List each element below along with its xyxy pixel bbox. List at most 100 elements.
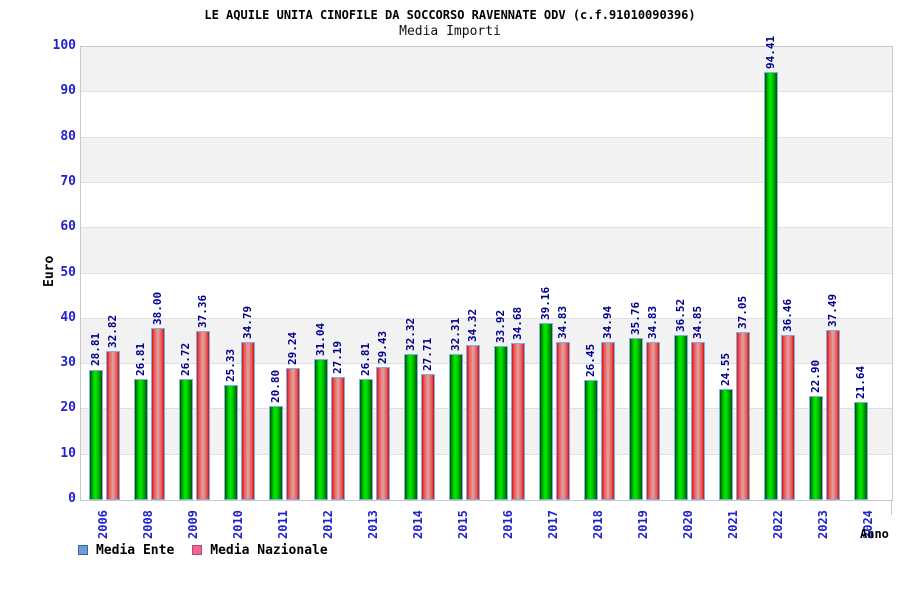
legend-label-media-nazionale: Media Nazionale — [210, 542, 328, 558]
bar-media-nazionale-2016 — [511, 342, 526, 500]
bar-value-label: 36.52 — [674, 298, 688, 332]
x-tick-label: 2011 — [275, 510, 290, 539]
legend-swatch-media-ente — [78, 545, 88, 555]
bar-media-nazionale-2006 — [105, 351, 120, 500]
y-tick-label: 40 — [60, 309, 76, 325]
bar-media-ente-2021 — [719, 388, 734, 500]
y-tick-label: 60 — [60, 219, 76, 235]
bar-value-label: 29.43 — [375, 330, 389, 364]
y-tick-label: 100 — [52, 38, 76, 53]
bar-media-nazionale-2023 — [826, 330, 841, 500]
bar-value-label: 34.32 — [465, 308, 479, 342]
bar-media-ente-2013 — [358, 378, 373, 500]
bar-media-ente-2024 — [854, 401, 869, 500]
y-tick-label: 0 — [68, 491, 76, 506]
bar-value-label: 20.80 — [268, 369, 282, 403]
x-tick-label: 2016 — [501, 510, 516, 539]
bar-media-ente-2014 — [403, 353, 418, 500]
bar-value-label: 34.83 — [556, 306, 570, 340]
bar-value-label: 34.68 — [511, 306, 525, 340]
bar-media-ente-2020 — [674, 334, 689, 500]
bar-media-nazionale-2020 — [691, 342, 706, 500]
y-tick-label: 80 — [60, 128, 76, 144]
legend-swatch-media-nazionale — [192, 545, 203, 555]
bar-media-ente-2019 — [629, 338, 644, 500]
bar-media-nazionale-2015 — [465, 344, 480, 500]
x-tick-label: 2015 — [455, 510, 470, 539]
bar-value-label: 26.81 — [133, 342, 147, 376]
bar-media-nazionale-2014 — [420, 374, 435, 500]
bar-value-label: 39.16 — [539, 286, 553, 320]
bar-value-label: 94.41 — [764, 36, 778, 70]
bar-media-nazionale-2018 — [601, 341, 616, 500]
bar-value-label: 27.71 — [420, 338, 434, 372]
bar-value-label: 35.76 — [629, 301, 643, 335]
gridline — [81, 408, 892, 410]
x-tick-label: 2021 — [726, 510, 741, 539]
plot-band — [81, 137, 892, 183]
x-tick-label: 2014 — [410, 510, 425, 539]
x-tick-label: 2010 — [230, 510, 245, 539]
plot-band — [81, 409, 892, 455]
bar-media-nazionale-2011 — [285, 367, 300, 500]
x-tick-label: 2022 — [771, 510, 786, 539]
bar-value-label: 33.92 — [494, 310, 508, 344]
bar-media-nazionale-2009 — [195, 330, 210, 500]
bar-value-label: 32.31 — [448, 317, 462, 351]
x-tick-label: 2023 — [816, 510, 831, 539]
bar-media-ente-2010 — [223, 385, 238, 500]
bar-value-label: 27.19 — [330, 340, 344, 374]
bar-media-nazionale-2013 — [375, 366, 390, 500]
bar-media-nazionale-2017 — [556, 342, 571, 500]
bar-value-label: 28.81 — [88, 333, 102, 367]
bar-value-label: 32.82 — [105, 315, 119, 349]
bar-value-label: 26.45 — [584, 344, 598, 378]
bar-media-ente-2011 — [268, 405, 283, 500]
legend-label-media-ente: Media Ente — [96, 542, 175, 558]
y-tick-label: 70 — [60, 173, 76, 189]
x-tick-label: 2018 — [591, 510, 606, 539]
x-axis: 2006 2008 2009 2010 2011 2012 2013 2014 2015 2016… — [80, 499, 891, 549]
x-tick-label: 2020 — [681, 510, 696, 539]
y-tick-label: 30 — [60, 355, 76, 371]
gridline — [81, 91, 892, 93]
y-tick-label: 10 — [60, 445, 76, 461]
y-axis: 0 10 20 30 40 50 60 70 80 90 100 — [38, 38, 76, 506]
bar-value-label: 26.72 — [178, 342, 192, 376]
gridline — [81, 227, 892, 229]
chart-title: LE AQUILE UNITA CINOFILE DA SOCCORSO RAV… — [204, 8, 696, 22]
bar-value-label: 36.46 — [781, 298, 795, 332]
x-tick-label: 2013 — [365, 510, 380, 539]
x-tick-label: 2006 — [95, 510, 110, 539]
bar-value-label: 21.64 — [854, 365, 868, 399]
plot-area: 28.81 32.82 26.81 38.00 26.72 37.36 25.33 34.79… — [80, 36, 893, 515]
y-tick-label: 20 — [60, 400, 76, 416]
bar-value-label: 25.33 — [223, 349, 237, 383]
gridline — [81, 363, 892, 365]
x-axis-right-tick — [891, 500, 892, 515]
y-tick-label: 90 — [60, 83, 76, 99]
chart-subtitle: Media Importi — [399, 24, 501, 39]
plot-band — [81, 228, 892, 274]
bar-media-ente-2006 — [88, 369, 103, 500]
gridline — [81, 453, 892, 455]
x-axis-title: Anno — [860, 527, 889, 541]
gridline — [81, 136, 892, 138]
bar-media-nazionale-2022 — [781, 334, 796, 500]
bar-value-label: 26.81 — [358, 342, 372, 376]
y-tick-label: 50 — [60, 264, 76, 280]
bar-media-nazionale-2010 — [240, 342, 255, 500]
bar-value-label: 32.32 — [403, 317, 417, 351]
bar-media-ente-2009 — [178, 378, 193, 500]
bar-media-ente-2018 — [584, 380, 599, 500]
bar-media-ente-2023 — [809, 396, 824, 500]
bar-media-ente-2017 — [539, 322, 554, 500]
bar-value-label: 34.79 — [240, 306, 254, 340]
bar-value-label: 34.94 — [601, 305, 615, 339]
bar-value-label: 37.36 — [195, 294, 209, 328]
bar-value-label: 29.24 — [285, 331, 299, 365]
bar-value-label: 34.85 — [691, 306, 705, 340]
x-tick-label: 2019 — [636, 510, 651, 539]
bar-value-label: 24.55 — [719, 352, 733, 386]
